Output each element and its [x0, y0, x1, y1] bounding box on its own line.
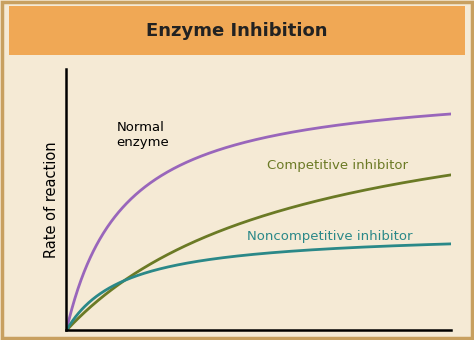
Text: Enzyme Inhibition: Enzyme Inhibition: [146, 22, 328, 40]
Text: Noncompetitive inhibitor: Noncompetitive inhibitor: [247, 230, 413, 243]
X-axis label: Substrate concentration: Substrate concentration: [170, 337, 347, 340]
Y-axis label: Rate of reaction: Rate of reaction: [45, 141, 59, 258]
Text: Competitive inhibitor: Competitive inhibitor: [266, 159, 408, 172]
Text: Normal
enzyme: Normal enzyme: [117, 121, 169, 149]
